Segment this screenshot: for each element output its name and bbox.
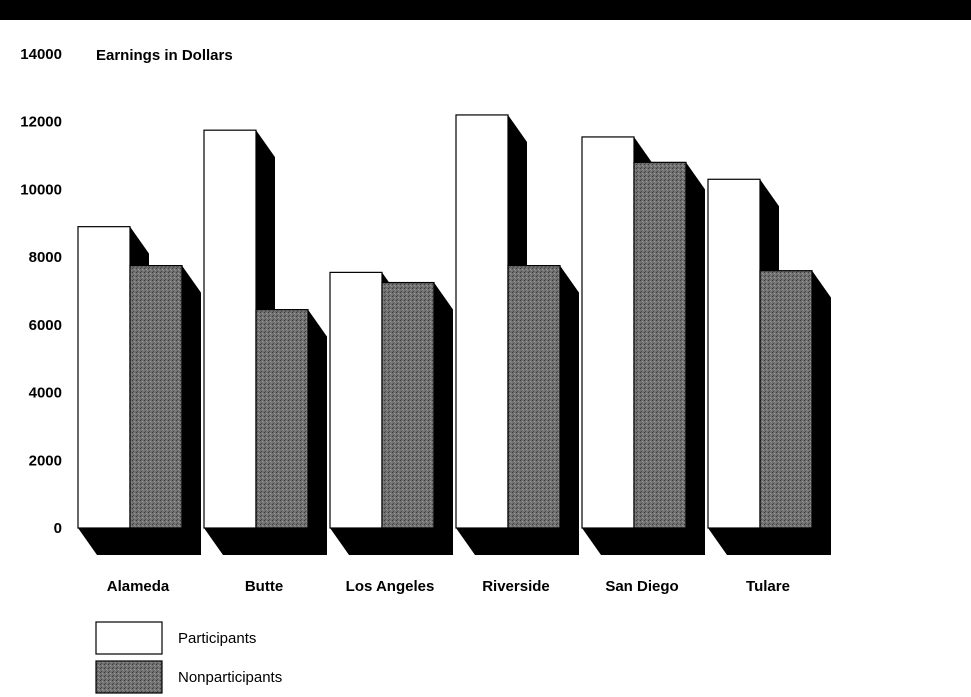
chart-title: Earnings in Dollars (96, 47, 233, 64)
top-rule (0, 0, 971, 20)
y-axis-ticks: 0 2000 4000 6000 8000 10000 12000 14000 (20, 46, 62, 537)
category-label: Alameda (107, 578, 170, 595)
bar-shadow (130, 265, 201, 555)
y-tick-label: 4000 (29, 385, 62, 402)
bar-shadow (256, 309, 327, 555)
bars (77, 114, 813, 529)
bar-participants (203, 129, 257, 529)
bar-participants (707, 178, 761, 529)
bar-participants (581, 136, 635, 529)
bar-nonparticipants (381, 281, 435, 529)
legend-label-nonparticipants: Nonparticipants (178, 669, 282, 686)
category-label: Riverside (482, 578, 550, 595)
category-labels: Alameda Butte Los Angeles Riverside San Dieg… (107, 578, 790, 595)
y-tick-label: 12000 (20, 114, 62, 131)
y-tick-label: 14000 (20, 46, 62, 63)
category-label: Tulare (746, 578, 790, 595)
bar-shadow (760, 270, 831, 555)
bar-shadow (634, 162, 705, 556)
y-tick-label: 8000 (29, 249, 62, 266)
y-tick-label: 0 (54, 520, 62, 537)
bar-nonparticipants (633, 161, 687, 529)
legend: Participants Nonparticipants (95, 621, 282, 694)
y-tick-label: 6000 (29, 317, 62, 334)
legend-label-participants: Participants (178, 630, 256, 647)
category-label: San Diego (605, 578, 678, 595)
bar-nonparticipants (255, 309, 309, 529)
bar-participants (77, 226, 131, 529)
legend-swatch-participants (95, 621, 163, 655)
bar-participants (329, 271, 383, 529)
bar-shadow (382, 282, 453, 555)
category-label: Butte (245, 578, 283, 595)
y-tick-label: 2000 (29, 452, 62, 469)
bar-participants (455, 114, 509, 529)
bar-shadow (508, 265, 579, 555)
bar-nonparticipants (759, 270, 813, 529)
bar-nonparticipants (507, 265, 561, 529)
legend-swatch-nonparticipants (95, 660, 163, 694)
bar-nonparticipants (129, 265, 183, 529)
y-tick-label: 10000 (20, 181, 62, 198)
category-label: Los Angeles (346, 578, 435, 595)
